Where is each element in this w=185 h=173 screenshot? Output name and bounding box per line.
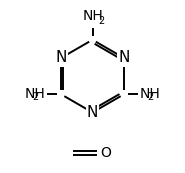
Text: 2: 2 bbox=[147, 92, 154, 102]
Text: N: N bbox=[118, 51, 130, 65]
Text: N: N bbox=[87, 105, 98, 120]
Text: 2: 2 bbox=[32, 92, 38, 102]
Text: 2: 2 bbox=[98, 16, 104, 26]
Text: NH: NH bbox=[24, 87, 45, 101]
Text: O: O bbox=[100, 146, 111, 160]
Text: NH: NH bbox=[82, 9, 103, 23]
Text: N: N bbox=[55, 51, 67, 65]
Text: NH: NH bbox=[140, 87, 161, 101]
